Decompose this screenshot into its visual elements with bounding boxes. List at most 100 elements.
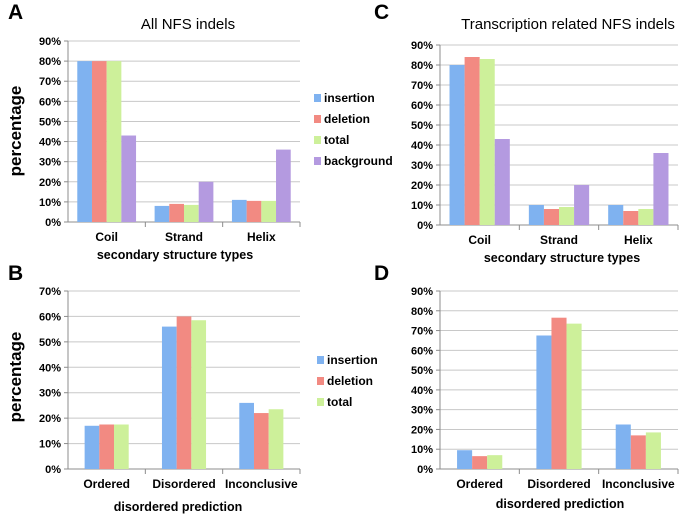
panel-letter: C: [374, 1, 389, 24]
x-tick-label: Coil: [468, 233, 491, 247]
y-tick-label: 60%: [39, 96, 61, 108]
panel-letter: D: [374, 262, 389, 285]
bar-total-strand: [559, 207, 575, 225]
bar-deletion-disordered: [551, 317, 567, 469]
chart-panel-a: A All NFS indels 0% 10% 20% 30% 40% 50% 60% 70% 80…: [6, 1, 393, 262]
x-tick-label: Strand: [165, 230, 203, 244]
bar-total-helix: [638, 209, 654, 225]
chart-title: Transcription related NFS indels: [461, 16, 675, 33]
y-tick-label: 10%: [39, 439, 61, 451]
bar-insertion-disordered: [536, 335, 552, 469]
x-tick-label: Disordered: [527, 477, 590, 491]
y-tick-label: 10%: [39, 197, 61, 209]
y-tick-label: 80%: [411, 60, 433, 72]
bar-insertion-helix: [231, 199, 247, 222]
bar-insertion-ordered: [84, 425, 100, 469]
y-tick-label: 0%: [417, 220, 433, 232]
bar-deletion-strand: [543, 209, 559, 225]
bar-total-inconclusive: [268, 409, 284, 469]
legend-swatch-total: [314, 136, 321, 144]
bar-total-helix: [261, 200, 277, 222]
y-tick-label: 40%: [39, 362, 61, 374]
x-axis-title: disordered prediction: [496, 497, 625, 511]
bar-insertion-coil: [77, 61, 92, 222]
y-tick-label: 0%: [45, 217, 61, 229]
bar-insertion-coil: [449, 65, 465, 225]
y-tick-label: 70%: [39, 76, 61, 88]
chart-panel-d: D 0% 10% 20% 30% 40% 50% 60% 70% 80% 90% Ordered Dis…: [374, 262, 679, 511]
y-tick-label: 90%: [39, 36, 61, 48]
x-tick-label: Ordered: [83, 477, 130, 491]
y-tick-label: 60%: [39, 311, 61, 323]
y-tick-label: 20%: [411, 424, 433, 436]
y-tick-label: 60%: [411, 345, 433, 357]
y-tick-label: 70%: [411, 326, 433, 338]
bar-total-inconclusive: [645, 432, 661, 469]
bar-background-coil: [494, 139, 510, 225]
legend-label-deletion: deletion: [324, 112, 370, 126]
bar-deletion-inconclusive: [253, 413, 269, 469]
bar-insertion-strand: [154, 205, 170, 222]
chart-title: All NFS indels: [141, 16, 235, 33]
chart-panel-b: B 0% 10% 20% 30% 40% 50% 60% 70% Ordered Disordere…: [6, 262, 378, 514]
bar-deletion-inconclusive: [630, 435, 646, 469]
legend-swatch-total: [317, 398, 324, 406]
legend-swatch-deletion: [314, 115, 321, 123]
legend: insertion deletion total: [317, 353, 378, 409]
legend: insertion deletion total background: [314, 91, 393, 168]
y-tick-label: 70%: [411, 80, 433, 92]
bar-insertion-disordered: [161, 326, 177, 469]
legend-label-deletion: deletion: [327, 374, 373, 388]
y-axis-title: percentage: [6, 332, 25, 423]
bar-deletion-helix: [623, 211, 639, 225]
bar-total-coil: [479, 59, 495, 225]
bar-deletion-coil: [464, 57, 480, 225]
bar-background-coil: [121, 135, 137, 222]
panel-letter: A: [8, 1, 23, 24]
y-tick-label: 0%: [417, 464, 433, 476]
bar-total-disordered: [191, 320, 207, 469]
bar-background-helix: [653, 153, 669, 225]
bar-deletion-ordered: [99, 424, 115, 469]
y-tick-label: 0%: [45, 464, 61, 476]
legend-label-insertion: insertion: [327, 353, 378, 367]
x-tick-label: Disordered: [152, 477, 215, 491]
y-tick-label: 50%: [411, 120, 433, 132]
legend-swatch-background: [314, 157, 321, 165]
x-tick-label: Coil: [95, 230, 118, 244]
legend-swatch-insertion: [317, 356, 324, 364]
bar-deletion-helix: [246, 200, 262, 222]
y-tick-label: 80%: [39, 56, 61, 68]
x-tick-label: Helix: [624, 233, 653, 247]
bar-background-helix: [276, 149, 291, 222]
y-tick-label: 10%: [411, 444, 433, 456]
bar-insertion-helix: [608, 205, 624, 225]
y-tick-label: 80%: [411, 306, 433, 318]
y-tick-label: 30%: [39, 388, 61, 400]
bar-total-strand: [184, 204, 199, 222]
bar-total-coil: [106, 61, 122, 222]
y-tick-label: 70%: [39, 286, 61, 298]
y-tick-label: 90%: [411, 40, 433, 52]
legend-label-total: total: [327, 395, 352, 409]
bar-background-strand: [198, 181, 214, 222]
y-tick-label: 20%: [39, 177, 61, 189]
x-axis-title: secondary structure types: [97, 248, 253, 262]
legend-swatch-deletion: [317, 377, 324, 385]
bar-insertion-strand: [528, 205, 544, 225]
y-tick-label: 20%: [39, 413, 61, 425]
bar-deletion-ordered: [472, 456, 488, 469]
legend-label-total: total: [324, 133, 349, 147]
y-tick-label: 50%: [39, 116, 61, 128]
y-tick-label: 50%: [411, 365, 433, 377]
y-tick-label: 90%: [411, 286, 433, 298]
legend-swatch-insertion: [314, 94, 321, 102]
legend-label-background: background: [324, 154, 393, 168]
bar-insertion-inconclusive: [239, 402, 254, 469]
bar-insertion-ordered: [457, 450, 473, 469]
y-axis-title: percentage: [6, 86, 25, 177]
x-tick-label: Inconclusive: [225, 477, 298, 491]
bar-total-ordered: [487, 455, 503, 469]
bar-total-disordered: [566, 323, 582, 469]
y-tick-label: 30%: [39, 157, 61, 169]
